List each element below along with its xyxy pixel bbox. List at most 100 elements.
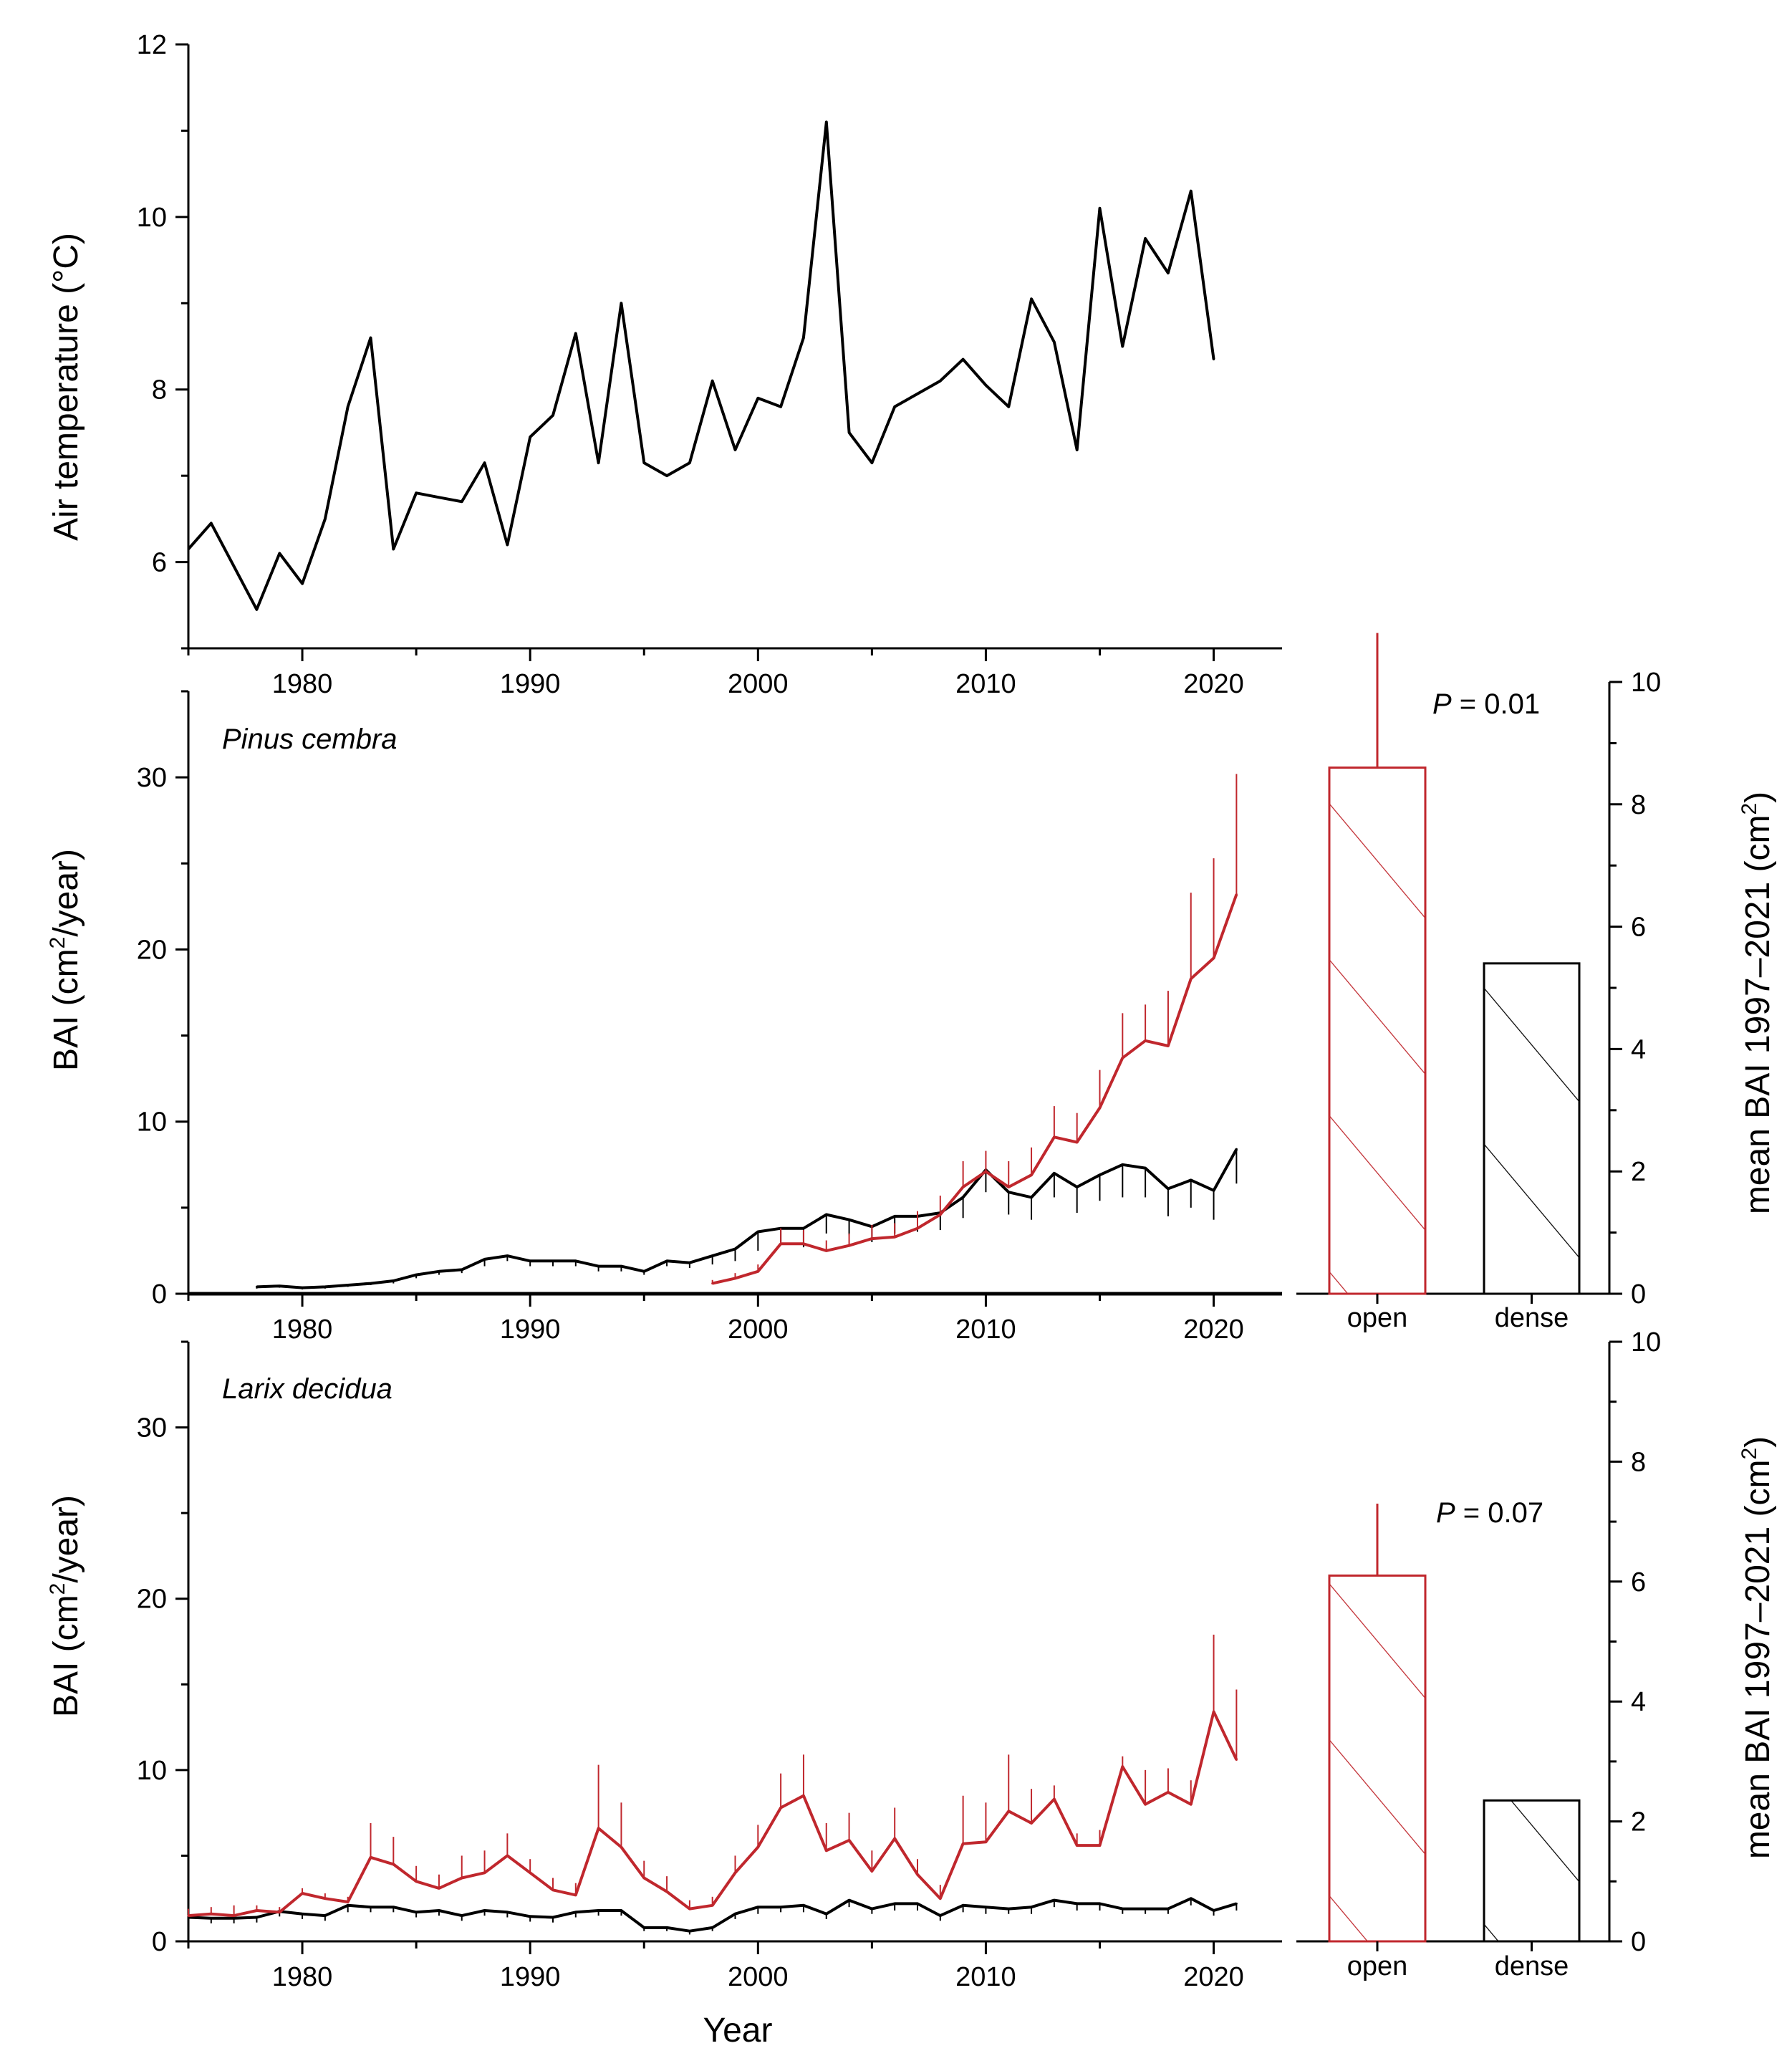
pinus-mean-y-tick-label: 10 — [1631, 668, 1661, 698]
larix-open-point — [870, 1870, 873, 1873]
temperature-temperature-point — [392, 548, 395, 551]
pinus-dense-point — [301, 1287, 304, 1289]
temperature-temperature-line — [187, 120, 1215, 611]
larix-dense-point — [1167, 1908, 1170, 1911]
pinus-open-point — [1007, 1186, 1010, 1188]
larix-open-point — [301, 1892, 304, 1895]
temperature-temperature-point — [711, 380, 714, 383]
larix-dense-point — [802, 1904, 805, 1907]
larix-y-tick-label: 30 — [137, 1413, 167, 1443]
temperature-temperature-point — [278, 552, 281, 555]
larix-dense-point — [779, 1906, 782, 1908]
larix-open-point — [734, 1871, 736, 1874]
larix-x-tick-label: 2010 — [955, 1962, 1016, 1992]
larix-dense-point — [939, 1914, 942, 1917]
pinus-open-point — [1076, 1141, 1079, 1144]
pinus-x-tick-label: 1990 — [500, 1315, 561, 1345]
larix-dense-point — [574, 1911, 577, 1913]
pinus-dense-point — [1167, 1187, 1170, 1190]
temperature-temperature-point — [825, 120, 828, 123]
temperature-temperature-point — [438, 496, 440, 499]
pinus-dense-point — [461, 1268, 463, 1271]
larix-dense-point — [529, 1915, 531, 1918]
larix-dense-point — [415, 1911, 418, 1913]
pinus-dense-point — [1007, 1191, 1010, 1193]
pinus-mean-categories: open dense — [1347, 1294, 1569, 1333]
larix-mean-y-tick-label: 6 — [1631, 1567, 1646, 1597]
larix-y-axis: 0 10 20 30 — [137, 1340, 190, 1957]
pinus-dense-point — [1144, 1167, 1147, 1170]
larix-mean-y-title-sup: 2 — [1738, 1448, 1761, 1460]
temperature-y-tick-label: 10 — [137, 203, 167, 233]
larix-dense-point — [324, 1914, 327, 1917]
pinus-mean-y-title: mean BAI 1997–2021 (cm2) — [1738, 792, 1777, 1214]
larix-dense-point — [255, 1916, 258, 1919]
larix-open-point — [916, 1873, 919, 1876]
temperature-temperature-point — [1053, 340, 1056, 343]
pinus-y-title-sup: 2 — [46, 937, 69, 949]
larix-dense-point — [1099, 1902, 1101, 1905]
temperature-temperature-point — [620, 302, 622, 304]
larix-open-point — [1007, 1810, 1010, 1812]
pinus-x-axis: 1980 1990 2000 2010 2020 — [187, 1292, 1282, 1345]
larix-open-point — [779, 1806, 782, 1809]
temperature-temperature-point — [187, 548, 190, 551]
pinus-dense-point — [734, 1248, 736, 1251]
pinus-dense-line — [256, 1148, 1238, 1289]
temperature-temperature-point — [779, 405, 782, 408]
larix-dense-point — [665, 1926, 668, 1929]
larix-dense-point — [597, 1909, 600, 1912]
pinus-dense-point — [1053, 1172, 1056, 1175]
temperature-temperature-point — [233, 565, 236, 568]
temperature-temperature-point — [802, 336, 805, 339]
temperature-x-tick-label: 2020 — [1183, 669, 1244, 699]
pinus-y-tick-label: 10 — [137, 1107, 167, 1138]
larix-dense-point — [347, 1904, 350, 1907]
larix-dense-point — [1007, 1908, 1010, 1911]
larix-dense-point — [1235, 1902, 1238, 1905]
pinus-mean-y-tick-label: 0 — [1631, 1279, 1646, 1310]
larix-dense-point — [1076, 1902, 1079, 1905]
larix-mean-y-tick-label: 8 — [1631, 1447, 1646, 1477]
pinus-dense-point — [893, 1215, 896, 1218]
larix-open-point — [1213, 1711, 1215, 1714]
pinus-open-point — [1121, 1057, 1124, 1059]
pinus-x-tick-label: 2000 — [728, 1315, 789, 1345]
temperature-temperature-point — [984, 384, 987, 387]
pinus-x-tick-label: 1980 — [272, 1315, 333, 1345]
larix-mean-y-tick-label: 4 — [1631, 1687, 1646, 1717]
temperature-temperature-point — [916, 393, 919, 395]
larix-dense-point — [825, 1913, 828, 1916]
pinus-series — [255, 774, 1238, 1289]
temperature-temperature-point — [848, 431, 851, 434]
pinus-y-tick-label: 0 — [152, 1279, 167, 1310]
larix-mean-bar-open — [1328, 1574, 1427, 1943]
temperature-temperature-point — [551, 414, 554, 417]
larix-open-point — [620, 1845, 622, 1848]
pinus-open-point — [1099, 1106, 1101, 1109]
pinus-dense-point — [597, 1265, 600, 1268]
pinus-mean-y-tick-label: 8 — [1631, 790, 1646, 820]
larix-open-point — [1167, 1791, 1170, 1794]
pinus-mean-y-tick-label: 2 — [1631, 1157, 1646, 1187]
pinus-species-label: Pinus cembra — [222, 724, 398, 755]
pinus-open-point — [711, 1282, 714, 1285]
larix-open-point — [642, 1877, 645, 1880]
pinus-open-point — [1053, 1135, 1056, 1138]
pinus-dense-point — [483, 1258, 486, 1261]
temperature-x-tick-label: 2000 — [728, 669, 789, 699]
larix-open-point — [438, 1887, 440, 1890]
larix-dense-point — [301, 1913, 304, 1916]
pinus-mean-bars — [1328, 633, 1581, 1295]
larix-y-title-sup: 2 — [46, 1583, 69, 1595]
pinus-mean-y-tick-label: 6 — [1631, 913, 1646, 943]
pinus-open-point — [1144, 1039, 1147, 1042]
larix-open-point — [483, 1871, 486, 1874]
larix-y-tick-label: 20 — [137, 1585, 167, 1615]
larix-open-point — [802, 1794, 805, 1797]
pinus-mean-category-label: dense — [1495, 1303, 1569, 1333]
temperature-temperature-point — [324, 517, 327, 520]
larix-p-value-symbol: P — [1436, 1497, 1455, 1529]
pinus-dense-point — [711, 1254, 714, 1257]
pinus-open-point — [1190, 977, 1193, 980]
